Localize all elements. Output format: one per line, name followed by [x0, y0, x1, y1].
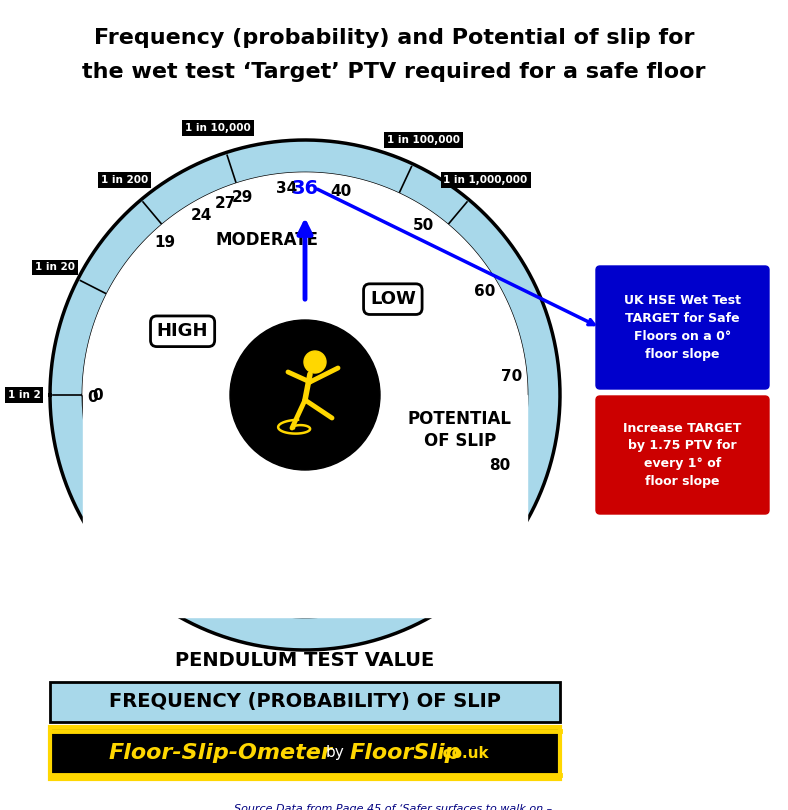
Wedge shape: [305, 330, 493, 411]
FancyBboxPatch shape: [596, 396, 769, 514]
Text: 36: 36: [292, 178, 318, 198]
FancyBboxPatch shape: [596, 266, 769, 389]
Text: 50: 50: [413, 218, 434, 233]
Circle shape: [230, 320, 380, 470]
Text: 27: 27: [215, 196, 236, 211]
Text: 34: 34: [277, 181, 298, 196]
Text: HIGH: HIGH: [157, 322, 208, 340]
Wedge shape: [305, 395, 468, 549]
Text: 19: 19: [154, 235, 176, 249]
Text: PENDULUM TEST VALUE: PENDULUM TEST VALUE: [176, 650, 435, 670]
Text: 80: 80: [489, 458, 510, 473]
Text: MODERATE: MODERATE: [215, 231, 318, 249]
Text: Increase TARGET
by 1.75 PTV for
every 1° of
floor slope: Increase TARGET by 1.75 PTV for every 1°…: [623, 421, 742, 488]
Text: 29: 29: [232, 190, 254, 205]
Text: 1 in 200: 1 in 200: [101, 175, 148, 185]
Text: FloorSlip: FloorSlip: [349, 743, 461, 763]
Wedge shape: [281, 395, 305, 583]
Wedge shape: [117, 395, 305, 475]
Text: 1 in 20: 1 in 20: [35, 262, 75, 272]
Circle shape: [83, 173, 527, 617]
Circle shape: [304, 351, 326, 373]
Text: 24: 24: [191, 208, 212, 224]
Wedge shape: [135, 395, 305, 534]
FancyBboxPatch shape: [50, 727, 560, 779]
Text: 60: 60: [474, 284, 495, 299]
Text: 1 in 1,000,000: 1 in 1,000,000: [444, 175, 528, 185]
Text: by: by: [325, 745, 344, 761]
FancyBboxPatch shape: [50, 682, 560, 723]
Wedge shape: [211, 395, 305, 569]
Text: 1 in 100,000: 1 in 100,000: [387, 135, 460, 145]
Polygon shape: [83, 173, 527, 395]
Circle shape: [50, 140, 560, 650]
Polygon shape: [83, 395, 527, 617]
Text: Floor-Slip-Ometer: Floor-Slip-Ometer: [108, 743, 332, 763]
Text: 1 in 10,000: 1 in 10,000: [185, 123, 251, 133]
Text: Highest: Highest: [133, 393, 187, 407]
Wedge shape: [233, 395, 305, 574]
Wedge shape: [248, 395, 305, 582]
Text: POTENTIAL
OF SLIP: POTENTIAL OF SLIP: [408, 410, 512, 450]
Text: 40: 40: [330, 184, 351, 198]
Text: 0: 0: [87, 390, 98, 404]
Wedge shape: [305, 395, 413, 580]
Text: UK HSE Wet Test
TARGET for Safe
Floors on a 0°
floor slope: UK HSE Wet Test TARGET for Safe Floors o…: [624, 294, 741, 361]
Wedge shape: [305, 395, 492, 489]
Text: Source Data from Page 45 of ‘Safer surfaces to walk on –
Reducing the Risk of Sl: Source Data from Page 45 of ‘Safer surfa…: [221, 804, 565, 810]
Wedge shape: [178, 395, 305, 558]
Wedge shape: [305, 395, 337, 583]
Text: 0: 0: [93, 387, 103, 403]
Text: LOW: LOW: [370, 290, 416, 308]
Text: 70: 70: [500, 369, 522, 385]
Text: Frequency (probability) and Potential of slip for: Frequency (probability) and Potential of…: [94, 28, 694, 48]
Text: .co.uk: .co.uk: [437, 745, 489, 761]
Text: FREQUENCY (PROBABILITY) OF SLIP: FREQUENCY (PROBABILITY) OF SLIP: [109, 693, 501, 711]
Text: 1 in 2: 1 in 2: [8, 390, 40, 400]
Text: the wet test ‘Target’ PTV required for a safe floor: the wet test ‘Target’ PTV required for a…: [82, 62, 706, 82]
